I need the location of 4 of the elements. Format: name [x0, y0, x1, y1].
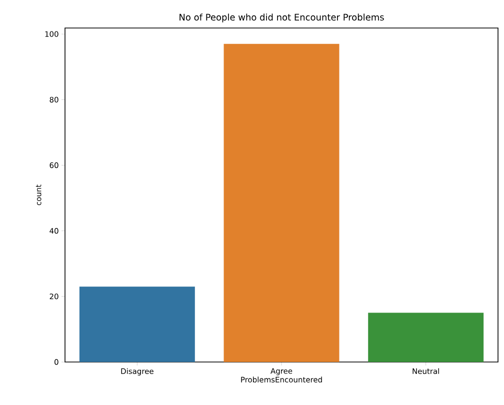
bar [368, 312, 484, 362]
bar [79, 286, 195, 362]
chart-title: No of People who did not Encounter Problems [180, 14, 384, 22]
bar [224, 44, 340, 362]
